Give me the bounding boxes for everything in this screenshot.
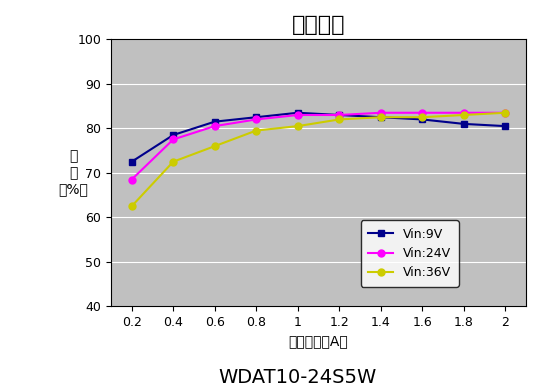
Vin:36V bbox=[502, 110, 509, 115]
Vin:9V bbox=[460, 122, 467, 126]
Vin:9V bbox=[212, 119, 218, 124]
Vin:24V bbox=[212, 124, 218, 129]
Vin:9V bbox=[378, 115, 384, 120]
Vin:24V bbox=[253, 117, 260, 122]
Text: 效
率
（%）: 效 率 （%） bbox=[58, 150, 89, 196]
Vin:36V bbox=[128, 204, 135, 208]
Vin:36V bbox=[336, 117, 342, 122]
Vin:36V bbox=[419, 115, 425, 120]
Vin:24V bbox=[502, 110, 509, 115]
Vin:24V bbox=[419, 110, 425, 115]
Vin:9V bbox=[336, 113, 342, 117]
Vin:36V bbox=[212, 144, 218, 149]
Line: Vin:36V: Vin:36V bbox=[128, 109, 509, 210]
Legend: Vin:9V, Vin:24V, Vin:36V: Vin:9V, Vin:24V, Vin:36V bbox=[361, 220, 459, 287]
Vin:24V bbox=[336, 113, 342, 117]
Vin:9V bbox=[253, 115, 260, 120]
Vin:36V bbox=[253, 128, 260, 133]
Vin:9V bbox=[170, 133, 176, 137]
Vin:9V bbox=[502, 124, 509, 129]
Title: 效率曲线: 效率曲线 bbox=[292, 15, 345, 35]
Vin:9V bbox=[128, 160, 135, 164]
Vin:24V bbox=[378, 110, 384, 115]
Vin:24V bbox=[460, 110, 467, 115]
Vin:24V bbox=[170, 137, 176, 142]
Vin:36V bbox=[378, 115, 384, 120]
Vin:24V bbox=[128, 177, 135, 182]
Vin:36V bbox=[170, 160, 176, 164]
Text: WDAT10-24S5W: WDAT10-24S5W bbox=[219, 368, 377, 387]
Line: Vin:24V: Vin:24V bbox=[128, 109, 509, 183]
Vin:9V bbox=[419, 117, 425, 122]
Vin:36V bbox=[460, 113, 467, 117]
Vin:36V bbox=[294, 124, 301, 129]
Line: Vin:9V: Vin:9V bbox=[128, 109, 509, 165]
X-axis label: 输出电流（A）: 输出电流（A） bbox=[288, 335, 348, 349]
Vin:9V bbox=[294, 110, 301, 115]
Vin:24V bbox=[294, 113, 301, 117]
